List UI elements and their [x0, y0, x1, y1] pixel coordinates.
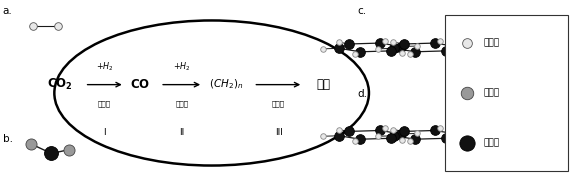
Text: 碳原子: 碳原子	[484, 139, 500, 147]
Text: III: III	[275, 129, 283, 137]
Text: I: I	[104, 129, 106, 137]
Text: $+H_2$: $+H_2$	[173, 61, 191, 73]
Text: $\mathbf{CO}$: $\mathbf{CO}$	[130, 78, 150, 91]
FancyBboxPatch shape	[445, 15, 568, 171]
Text: a.: a.	[3, 6, 13, 16]
Text: $(CH_2)_n$: $(CH_2)_n$	[209, 78, 243, 92]
Text: 催化剂: 催化剂	[98, 101, 111, 108]
Text: c.: c.	[358, 6, 367, 16]
Text: $+H_2$: $+H_2$	[96, 61, 114, 73]
Text: b.: b.	[3, 134, 13, 144]
Text: 氧原子: 氧原子	[484, 89, 500, 97]
Text: 催化剂: 催化剂	[176, 101, 188, 108]
Text: 催化剂: 催化剂	[272, 101, 285, 108]
Text: 汽油: 汽油	[316, 78, 330, 91]
Text: II: II	[179, 129, 185, 137]
Text: $\mathbf{CO_2}$: $\mathbf{CO_2}$	[47, 77, 73, 92]
Text: d.: d.	[358, 89, 367, 99]
Text: 氢原子: 氢原子	[484, 39, 500, 47]
